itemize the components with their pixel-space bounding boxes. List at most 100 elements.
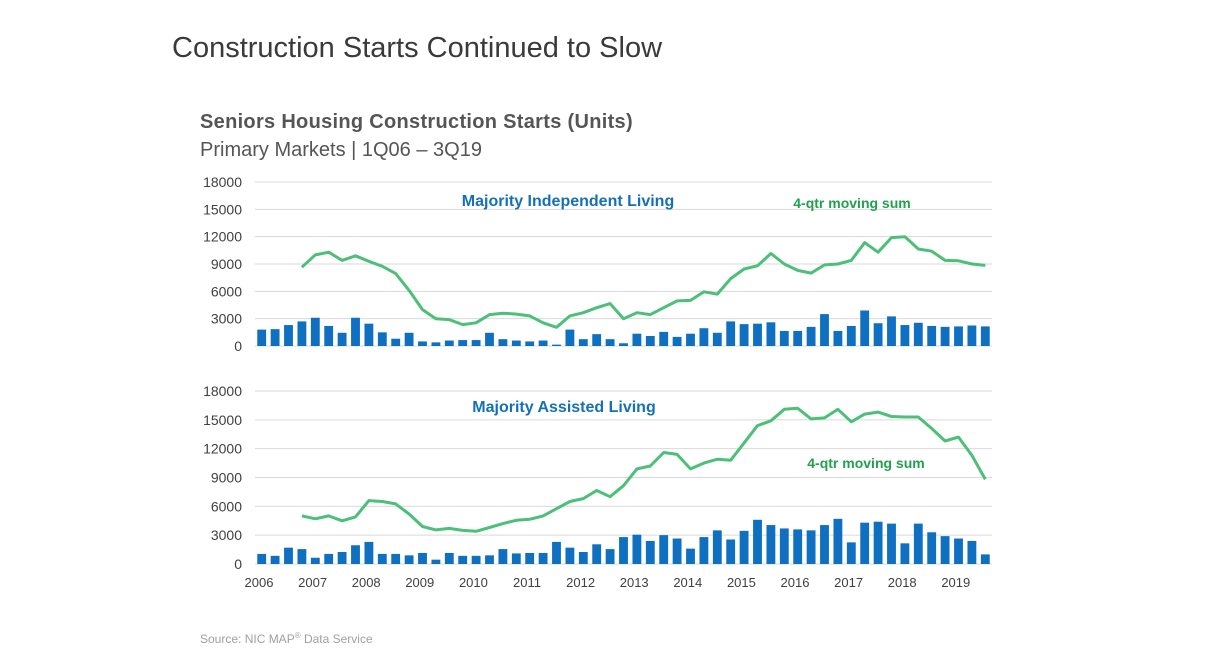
y-tick-label: 18000 [203, 174, 242, 190]
bar [284, 547, 293, 564]
bar [404, 555, 414, 564]
chart-subtitle: Primary Markets | 1Q06 – 3Q19 [200, 139, 482, 161]
x-tick-label: 2012 [566, 575, 595, 590]
x-tick-label: 2015 [727, 575, 756, 590]
bar [833, 518, 843, 564]
bar [820, 314, 829, 346]
bar [458, 555, 468, 564]
bar [257, 553, 267, 564]
bar [270, 329, 280, 346]
bar [779, 528, 789, 564]
bar [444, 340, 454, 346]
bar [699, 328, 709, 346]
bar [632, 333, 642, 346]
bar [324, 325, 334, 346]
bar [391, 553, 401, 564]
bar [766, 525, 776, 564]
bar [860, 522, 870, 564]
x-tick-label: 2018 [888, 575, 917, 590]
x-tick-label: 2008 [352, 575, 381, 590]
moving-sum-label: 4-qtr moving sum [793, 195, 910, 211]
bar [672, 336, 682, 346]
bar [605, 549, 615, 564]
source-note: Source: NIC MAP® Data Service [200, 631, 373, 646]
bar [485, 332, 494, 346]
bar [846, 542, 856, 564]
independent-living-panel: 0 3000 6000 9000 12000 15000 18000 Majority Ind… [203, 174, 992, 354]
bar [873, 323, 883, 346]
bar [793, 330, 803, 346]
bar [699, 537, 709, 564]
bar [712, 530, 722, 564]
x-tick-label: 2016 [781, 575, 810, 590]
y-tick-label: 9000 [211, 470, 242, 486]
bar [820, 525, 829, 564]
y-tick-label: 0 [234, 556, 242, 572]
bar [324, 553, 334, 564]
bar [954, 326, 963, 346]
bar [833, 330, 843, 346]
bar [498, 339, 508, 346]
bar [444, 552, 454, 564]
bar [967, 540, 977, 564]
bar [940, 326, 950, 346]
bar [592, 544, 602, 564]
bar [779, 330, 789, 346]
bar [404, 332, 414, 346]
bar [458, 340, 468, 346]
bar [672, 538, 682, 564]
bar [538, 552, 548, 564]
bar [860, 310, 870, 346]
bar [645, 335, 655, 346]
bar [980, 326, 990, 346]
y-tick-label: 3000 [211, 527, 242, 543]
bar [659, 535, 669, 564]
bar [297, 549, 307, 564]
y-tick-label: 12000 [203, 229, 242, 245]
bar [337, 332, 347, 346]
bar [257, 329, 267, 346]
bar [364, 541, 374, 564]
source-suffix: Data Service [300, 632, 373, 646]
bar [418, 341, 427, 346]
source-prefix: Source: NIC MAP [200, 632, 295, 646]
x-tick-label: 2011 [513, 575, 541, 590]
bar [739, 324, 749, 346]
series-label: Majority Assisted Living [472, 399, 655, 416]
bar [511, 553, 521, 564]
y-tick-label: 15000 [203, 201, 242, 217]
bar [686, 548, 695, 564]
bar [900, 325, 910, 346]
registered-mark: ® [294, 631, 301, 640]
bar [337, 551, 347, 564]
bar [578, 551, 588, 564]
bar [418, 552, 427, 564]
bar [471, 555, 481, 564]
bar [391, 338, 401, 346]
bar [310, 557, 320, 564]
bar [739, 530, 749, 564]
bar [471, 340, 481, 346]
moving-sum-line [300, 235, 986, 329]
bar [954, 538, 963, 564]
x-tick-label: 2010 [459, 575, 488, 590]
y-tick-label: 3000 [211, 311, 242, 327]
bar [284, 325, 293, 346]
x-tick-label: 2019 [941, 575, 970, 590]
bar [578, 339, 588, 346]
bar [846, 325, 856, 346]
x-tick-label: 2014 [673, 575, 702, 590]
y-tick-label: 9000 [211, 256, 242, 272]
bar [377, 553, 387, 564]
x-tick-label: 2007 [298, 575, 327, 590]
bar [806, 530, 816, 564]
bar [887, 523, 896, 564]
bar [712, 332, 722, 346]
bar [431, 342, 441, 346]
chart-title: Seniors Housing Construction Starts (Uni… [200, 111, 633, 133]
bar [806, 326, 816, 346]
bar [913, 523, 923, 564]
bar [753, 323, 762, 346]
bar [364, 323, 374, 346]
bar [753, 519, 762, 564]
